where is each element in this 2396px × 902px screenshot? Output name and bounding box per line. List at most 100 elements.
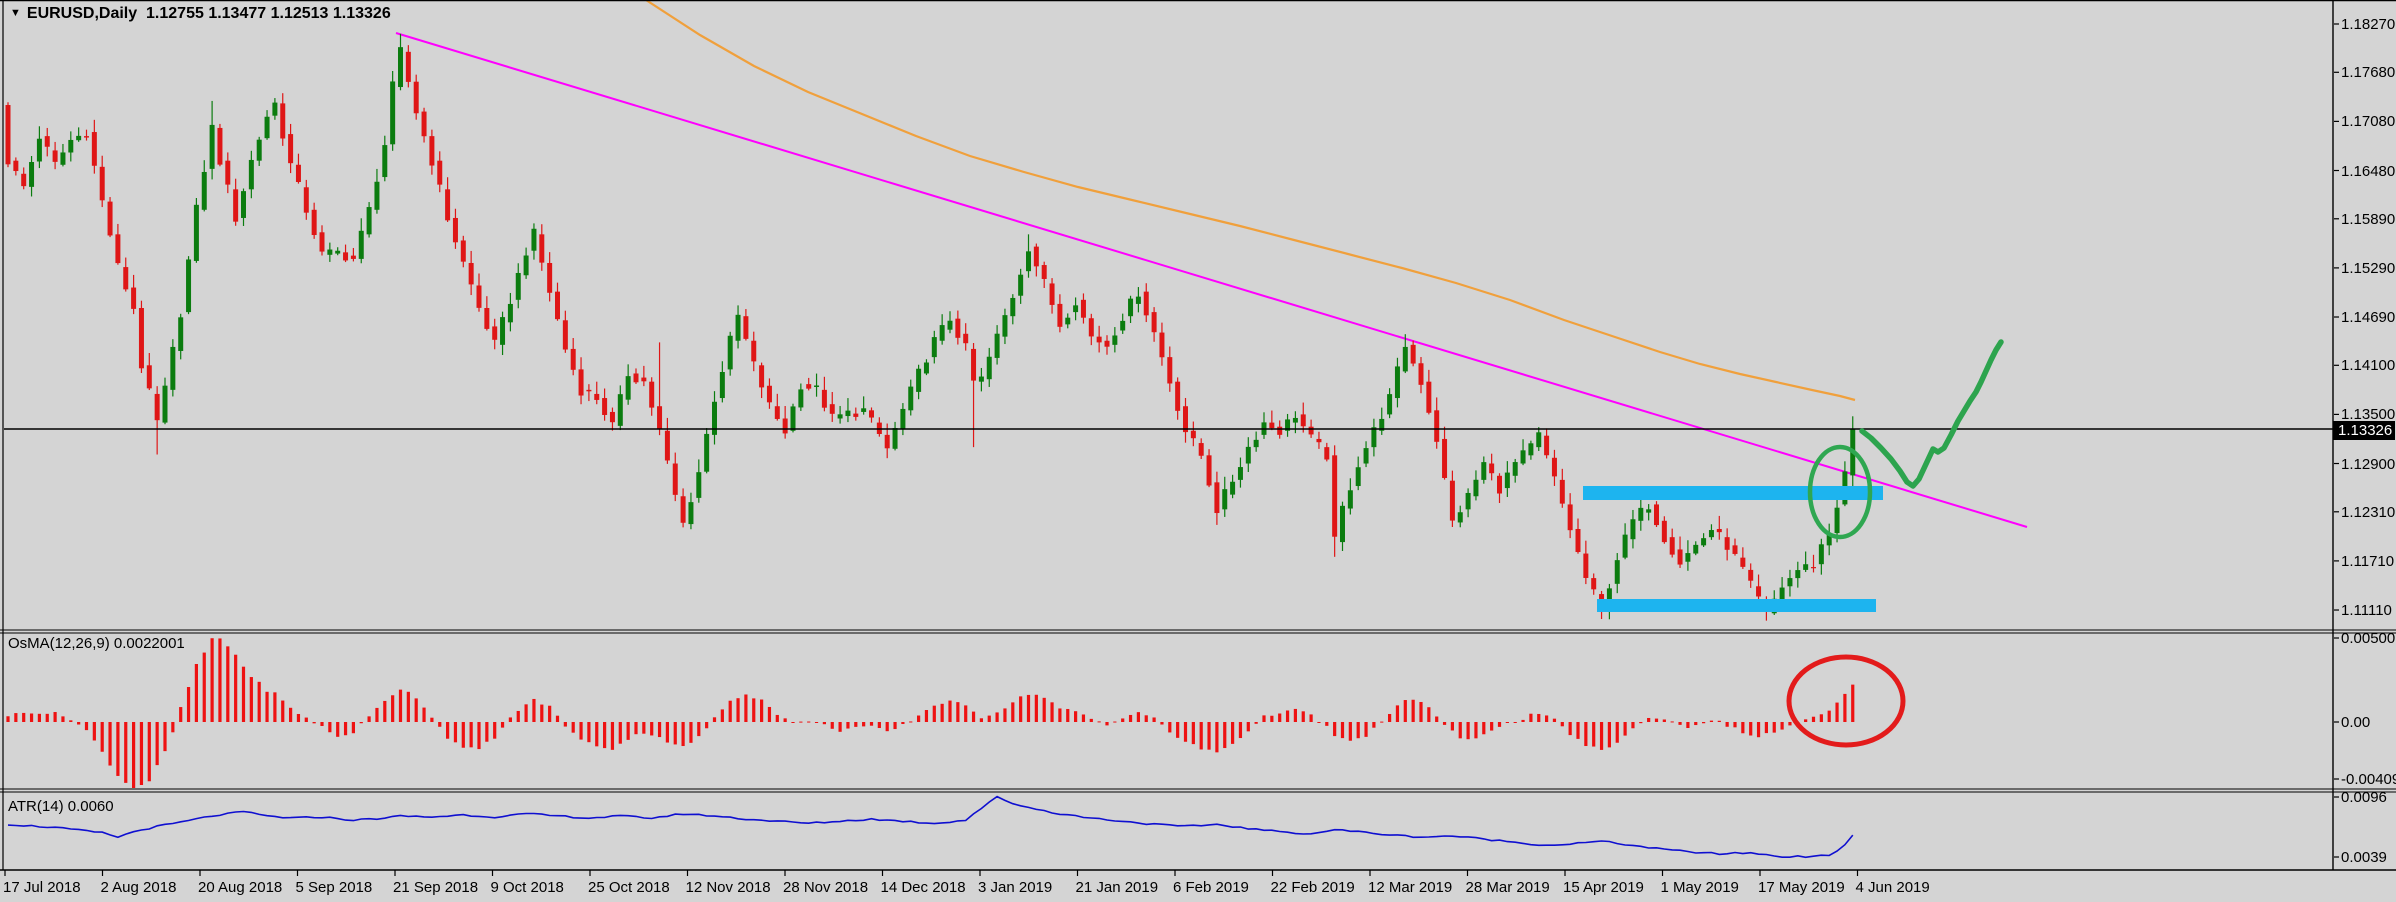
candle: [1167, 357, 1173, 384]
osma-bar: [171, 722, 175, 733]
candle: [1206, 455, 1212, 486]
candle: [1520, 450, 1526, 464]
osma-axis-label: 0.0050076: [2341, 630, 2396, 647]
candle: [1347, 490, 1353, 509]
atr-line: [7, 795, 1854, 859]
osma-bar: [1709, 720, 1714, 722]
candle: [515, 272, 521, 300]
osma-bar: [391, 695, 395, 722]
osma-bar: [642, 722, 646, 734]
candle: [390, 81, 396, 145]
osma-bar: [234, 654, 238, 722]
time-axis-label: 22 Feb 2019: [1270, 879, 1355, 896]
resistance-band[interactable]: [1583, 486, 1883, 500]
candle: [429, 136, 435, 166]
osma-bar: [249, 677, 253, 722]
osma-bar: [1152, 717, 1156, 722]
osma-bar: [971, 711, 976, 722]
osma-bar: [673, 722, 677, 745]
candle: [696, 472, 702, 498]
osma-bar: [1121, 718, 1125, 722]
candle: [986, 356, 992, 380]
candle: [1128, 298, 1134, 317]
osma-bar: [139, 722, 144, 786]
osma-bar: [53, 712, 57, 722]
price-axis-label: 1.15890: [2341, 210, 2396, 228]
candle: [1669, 537, 1675, 555]
osma-bar: [1246, 722, 1250, 732]
osma-bar: [1074, 711, 1078, 722]
osma-bar: [1780, 722, 1784, 730]
osma-bar: [516, 710, 520, 722]
osma-bar: [446, 722, 450, 739]
candle: [1183, 406, 1188, 433]
support-band[interactable]: [1597, 599, 1876, 612]
candles-layer: [5, 33, 1856, 621]
candle: [492, 326, 498, 340]
symbol-dropdown-icon[interactable]: ▼: [10, 7, 21, 19]
candle: [256, 139, 262, 161]
candle: [1159, 332, 1165, 358]
osma-bar: [1835, 702, 1839, 722]
candle: [1536, 432, 1542, 448]
osma-bar: [1435, 716, 1439, 722]
candle: [1512, 462, 1518, 476]
osma-bar: [1537, 713, 1541, 722]
candle: [1175, 381, 1181, 411]
osma-bar: [1144, 715, 1148, 722]
osma-bar: [540, 704, 544, 722]
candle: [484, 308, 490, 329]
osma-bar: [163, 722, 167, 752]
osma-bar: [132, 722, 136, 788]
projection-arrow-path[interactable]: [1859, 339, 2004, 489]
candle: [264, 116, 270, 139]
candle: [1402, 346, 1408, 372]
time-axis-label: 3 Jan 2019: [978, 879, 1053, 896]
candle: [1080, 299, 1086, 318]
candle: [193, 204, 199, 261]
candle: [994, 333, 1000, 358]
time-axis-label: 28 Mar 2019: [1465, 879, 1550, 896]
osma-bar: [508, 717, 512, 722]
candle: [955, 318, 961, 338]
candle: [1033, 246, 1039, 267]
candle: [531, 228, 537, 251]
price-axis-label: 1.17680: [2341, 64, 2396, 82]
osma-highlight-circle[interactable]: [1786, 654, 1906, 748]
osma-bar: [964, 705, 968, 722]
candle: [931, 337, 937, 358]
osma-bar: [6, 716, 10, 722]
candle: [782, 418, 788, 434]
osma-bar: [1254, 722, 1258, 724]
trendline-magenta[interactable]: [395, 32, 2028, 528]
price-axis-label: 1.12900: [2341, 455, 2396, 473]
osma-bar: [1678, 722, 1682, 725]
time-axis-label: 1 May 2019: [1660, 879, 1739, 896]
osma-bar: [1450, 722, 1454, 731]
osma-bar: [1545, 715, 1549, 722]
breakout-circle[interactable]: [1807, 444, 1873, 540]
candle: [1826, 534, 1832, 546]
candle: [1457, 512, 1463, 523]
candle: [358, 230, 364, 259]
candle: [1795, 570, 1801, 579]
candle: [178, 317, 184, 351]
osma-bar: [995, 712, 999, 722]
osma-bar: [1223, 722, 1227, 749]
candle: [1104, 340, 1110, 347]
candle: [76, 135, 82, 141]
osma-bar: [1654, 718, 1659, 722]
osma-bar: [1505, 722, 1509, 723]
candle: [138, 308, 144, 369]
osma-bar: [940, 703, 944, 722]
osma-bar: [1411, 699, 1415, 722]
candle: [1528, 443, 1534, 456]
osma-bar: [1215, 722, 1219, 753]
time-axis-label: 17 May 2019: [1758, 879, 1845, 896]
price-axis-label: 1.18270: [2341, 15, 2396, 33]
osma-bar: [1270, 715, 1274, 722]
osma-bar: [603, 722, 607, 749]
candle: [586, 389, 592, 392]
candle: [774, 406, 780, 419]
